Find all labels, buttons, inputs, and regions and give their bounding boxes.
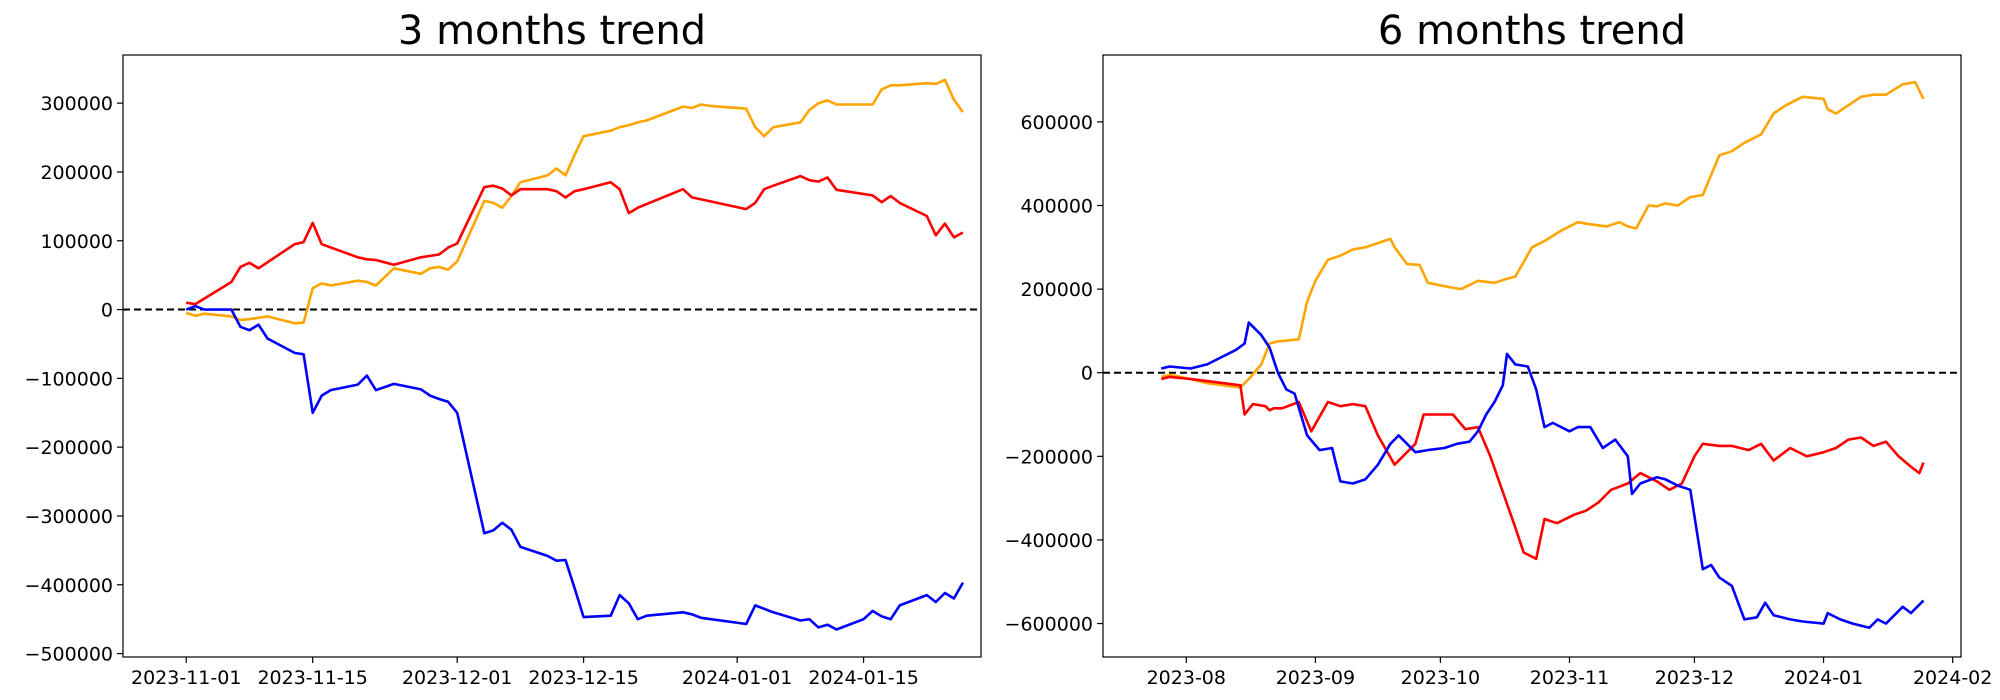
y-tick-label: 400000: [1020, 196, 1093, 218]
chart-panel-6-months: 6 months trend 2023-08 2023-09 2023-10 2023…: [1005, 8, 1993, 689]
plot-area: 2023-08 2023-09 2023-10 2023-11 2023-12 2024-…: [1005, 80, 1992, 689]
x-tick-label: 2023-12-01: [402, 667, 512, 689]
x-tick-label: 2023-11: [1530, 667, 1609, 689]
x-tick-label: 2024-01-01: [682, 667, 792, 689]
y-tick-label: −100000: [25, 368, 113, 390]
y-tick-label: −200000: [25, 437, 113, 459]
series-line-0: [185, 78, 964, 325]
y-tick-label: −500000: [25, 644, 113, 666]
y-tick-label: 0: [101, 300, 113, 322]
series-line-2: [185, 304, 965, 631]
x-tick-label: 2024-01-15: [808, 667, 918, 689]
plot-frame: [1102, 54, 1962, 658]
series-line-0: [1160, 80, 1925, 389]
series-line-1: [186, 174, 964, 306]
x-tick-label: 2023-12-15: [528, 667, 638, 689]
y-tick-label: −200000: [1005, 446, 1093, 468]
x-tick-label: 2023-12: [1655, 667, 1734, 689]
y-tick-label: −300000: [25, 506, 113, 528]
x-tick-label: 2024-02: [1913, 667, 1992, 689]
y-tick-label: −400000: [1005, 530, 1093, 552]
x-tick-label: 2023-09: [1276, 667, 1355, 689]
chart-panel-3-months: 3 months trend 2023-11-01 2023-11-15 2023-…: [25, 8, 982, 689]
series-line-2: [1160, 321, 1925, 630]
plot-area: 2023-11-01 2023-11-15 2023-12-01 2023-12-15…: [25, 78, 981, 689]
x-tick-label: 2023-11-01: [131, 667, 241, 689]
plot-frame: [122, 54, 982, 658]
y-tick-label: 200000: [40, 162, 113, 184]
x-tick-label: 2024-01: [1784, 667, 1863, 689]
chart-title: 6 months trend: [1378, 8, 1686, 54]
y-tick-label: 100000: [40, 231, 113, 253]
y-tick-label: 300000: [40, 93, 113, 115]
y-tick-label: 600000: [1020, 112, 1093, 134]
x-tick-label: 2023-08: [1147, 667, 1226, 689]
series-line-1: [1160, 375, 1925, 561]
x-tick-label: 2023-11-15: [257, 667, 367, 689]
y-tick-label: 0: [1081, 363, 1093, 385]
y-tick-label: −400000: [25, 575, 113, 597]
y-tick-label: 200000: [1020, 279, 1093, 301]
chart-title: 3 months trend: [398, 8, 706, 54]
x-tick-label: 2023-10: [1401, 667, 1480, 689]
y-tick-label: −600000: [1005, 614, 1093, 636]
